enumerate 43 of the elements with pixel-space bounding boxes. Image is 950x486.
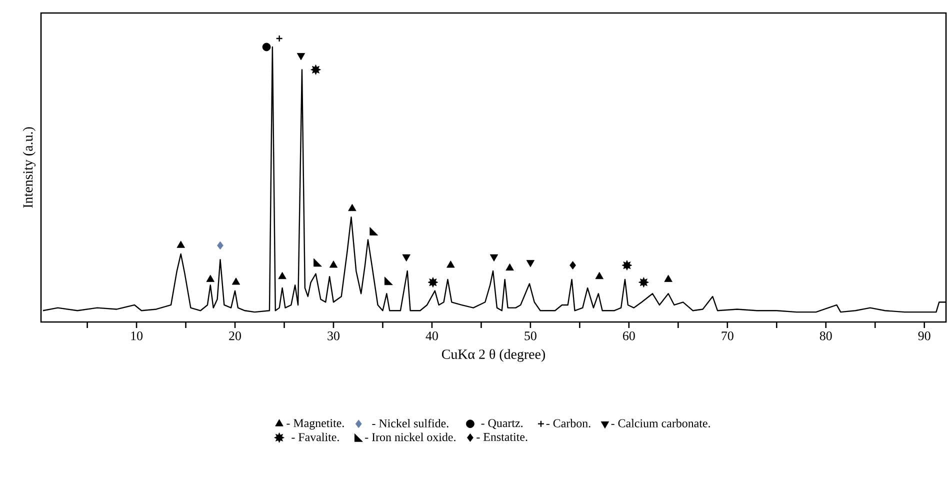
point [446, 260, 455, 268]
point [506, 263, 514, 271]
y-axis-title: Intensity (a.u.) [22, 127, 36, 208]
x-tick-label: 70 [722, 331, 734, 340]
point [402, 254, 410, 262]
point [278, 272, 286, 280]
point [622, 260, 632, 270]
legend-label: - Magnetite. [286, 419, 344, 430]
legend-label: - Calcium carbonate. [611, 418, 710, 428]
legend-label: - Iron nickel oxide. [365, 432, 456, 442]
point [276, 34, 283, 42]
point [217, 241, 224, 250]
point [595, 272, 604, 280]
x-tick-label: 40 [426, 331, 438, 340]
point [329, 260, 338, 268]
x-tick-label: 60 [623, 331, 635, 340]
point [206, 274, 214, 282]
x-tick-label: 50 [524, 331, 536, 340]
point [638, 277, 649, 288]
legend-label: - Carbon. [546, 418, 590, 428]
point [262, 42, 271, 52]
point [310, 64, 321, 75]
point [296, 53, 306, 60]
point [490, 254, 498, 262]
legend-label: - Enstatite. [476, 432, 528, 442]
point [428, 277, 438, 288]
x-tick-label: 80 [820, 331, 832, 340]
x-tick-label: 10 [131, 331, 143, 340]
point [348, 204, 356, 212]
point [232, 278, 240, 285]
x-axis-title: CuKα 2 θ (degree) [442, 349, 546, 362]
x-tick-label: 20 [229, 331, 241, 340]
legend-label: - Nickel sulfide. [372, 418, 448, 428]
point [176, 240, 185, 248]
point [384, 276, 393, 286]
point [370, 227, 378, 236]
x-tick-label: 30 [328, 331, 340, 340]
point [314, 258, 322, 267]
x-tick-label: 90 [918, 331, 930, 340]
point [570, 261, 576, 270]
point [664, 274, 672, 282]
legend-label: - Quartz. [481, 419, 523, 429]
legend-label: - Favalite. [292, 432, 339, 442]
